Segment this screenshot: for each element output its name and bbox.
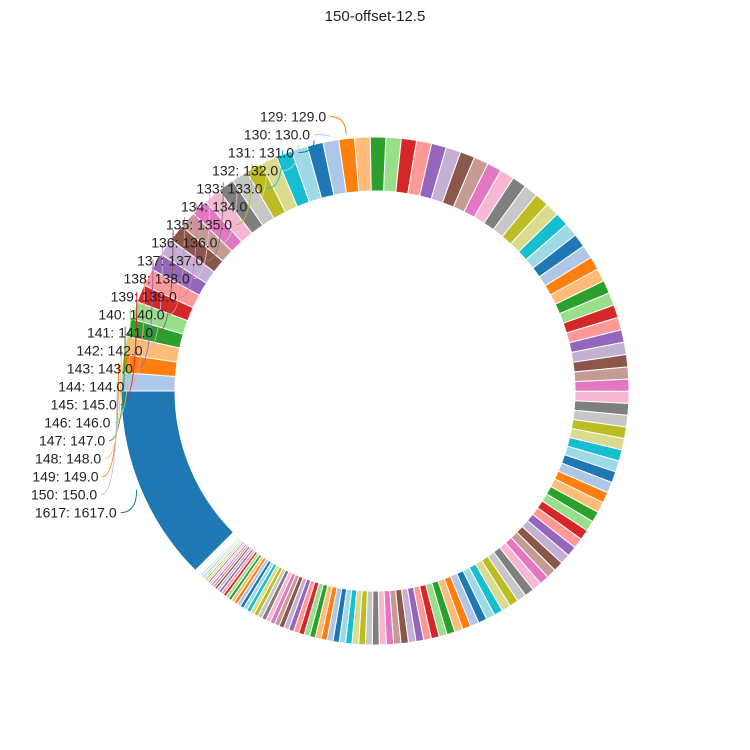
- leader-line-146: [114, 308, 131, 424]
- slice-label-143: 143: 143.0: [67, 361, 133, 377]
- slice-label-133: 133: 133.0: [196, 181, 262, 197]
- slice-label-132: 132: 132.0: [212, 163, 278, 179]
- slice-label-146: 146: 146.0: [44, 415, 110, 431]
- slice-label-147: 147: 147.0: [39, 433, 105, 449]
- slice-label-139: 139: 139.0: [111, 289, 177, 305]
- slice-label-138: 138: 138.0: [124, 271, 190, 287]
- leader-line-129: [330, 116, 347, 135]
- leader-line-130: [314, 134, 331, 138]
- slice-label-129: 129: 129.0: [260, 109, 326, 125]
- leader-line-145: [120, 291, 138, 406]
- leader-line-140: [168, 216, 186, 316]
- slice-label-1617: 1617: 1617.0: [35, 505, 117, 521]
- leader-line-136: [221, 172, 238, 244]
- leader-line-131: [298, 140, 315, 154]
- slice-label-131: 131: 131.0: [228, 145, 294, 161]
- leader-line-149: [102, 362, 120, 478]
- leader-line-150: [101, 381, 118, 496]
- slice-label-137: 137: 137.0: [137, 253, 203, 269]
- leader-line-137: [207, 182, 224, 262]
- slice-label-142: 142: 142.0: [76, 343, 142, 359]
- slice-label-144: 144: 144.0: [58, 379, 124, 395]
- slice-label-140: 140: 140.0: [98, 307, 164, 323]
- donut-slices: [120, 136, 630, 646]
- slice-1: [194, 531, 235, 572]
- slice-label-141: 141: 141.0: [87, 325, 153, 341]
- slice-57: [371, 590, 380, 646]
- slice-label-134: 134: 134.0: [181, 199, 247, 215]
- slice-label-135: 135: 135.0: [166, 217, 232, 233]
- leader-line-135: [235, 164, 253, 226]
- slice-label-150: 150: 150.0: [31, 487, 97, 503]
- leader-line-134: [251, 156, 268, 208]
- leader-line-141: [157, 230, 174, 334]
- leader-line-143: [136, 259, 154, 370]
- slice-1617: [120, 390, 235, 572]
- chart-title: 150-offset-12.5: [324, 8, 426, 25]
- slice-label-148: 148: 148.0: [35, 451, 101, 467]
- slice-label-136: 136: 136.0: [151, 235, 217, 251]
- slice-label-145: 145: 145.0: [51, 397, 117, 413]
- label-leader-lines: [101, 116, 347, 514]
- leader-line-1617: [120, 489, 138, 514]
- slice-labels: 129: 129.0 130: 130.0 131: 131.0 132: 132.0…: [31, 109, 326, 521]
- leader-line-147: [109, 326, 126, 442]
- leader-line-148: [105, 344, 122, 460]
- slice-99: [574, 378, 630, 392]
- leader-line-133: [266, 150, 284, 190]
- slice-label-130: 130: 130.0: [244, 127, 310, 143]
- leader-line-139: [180, 204, 198, 298]
- leader-line-142: [146, 244, 164, 352]
- leader-line-138: [193, 192, 211, 280]
- leader-line-132: [282, 144, 299, 172]
- slice-label-149: 149: 149.0: [32, 469, 98, 485]
